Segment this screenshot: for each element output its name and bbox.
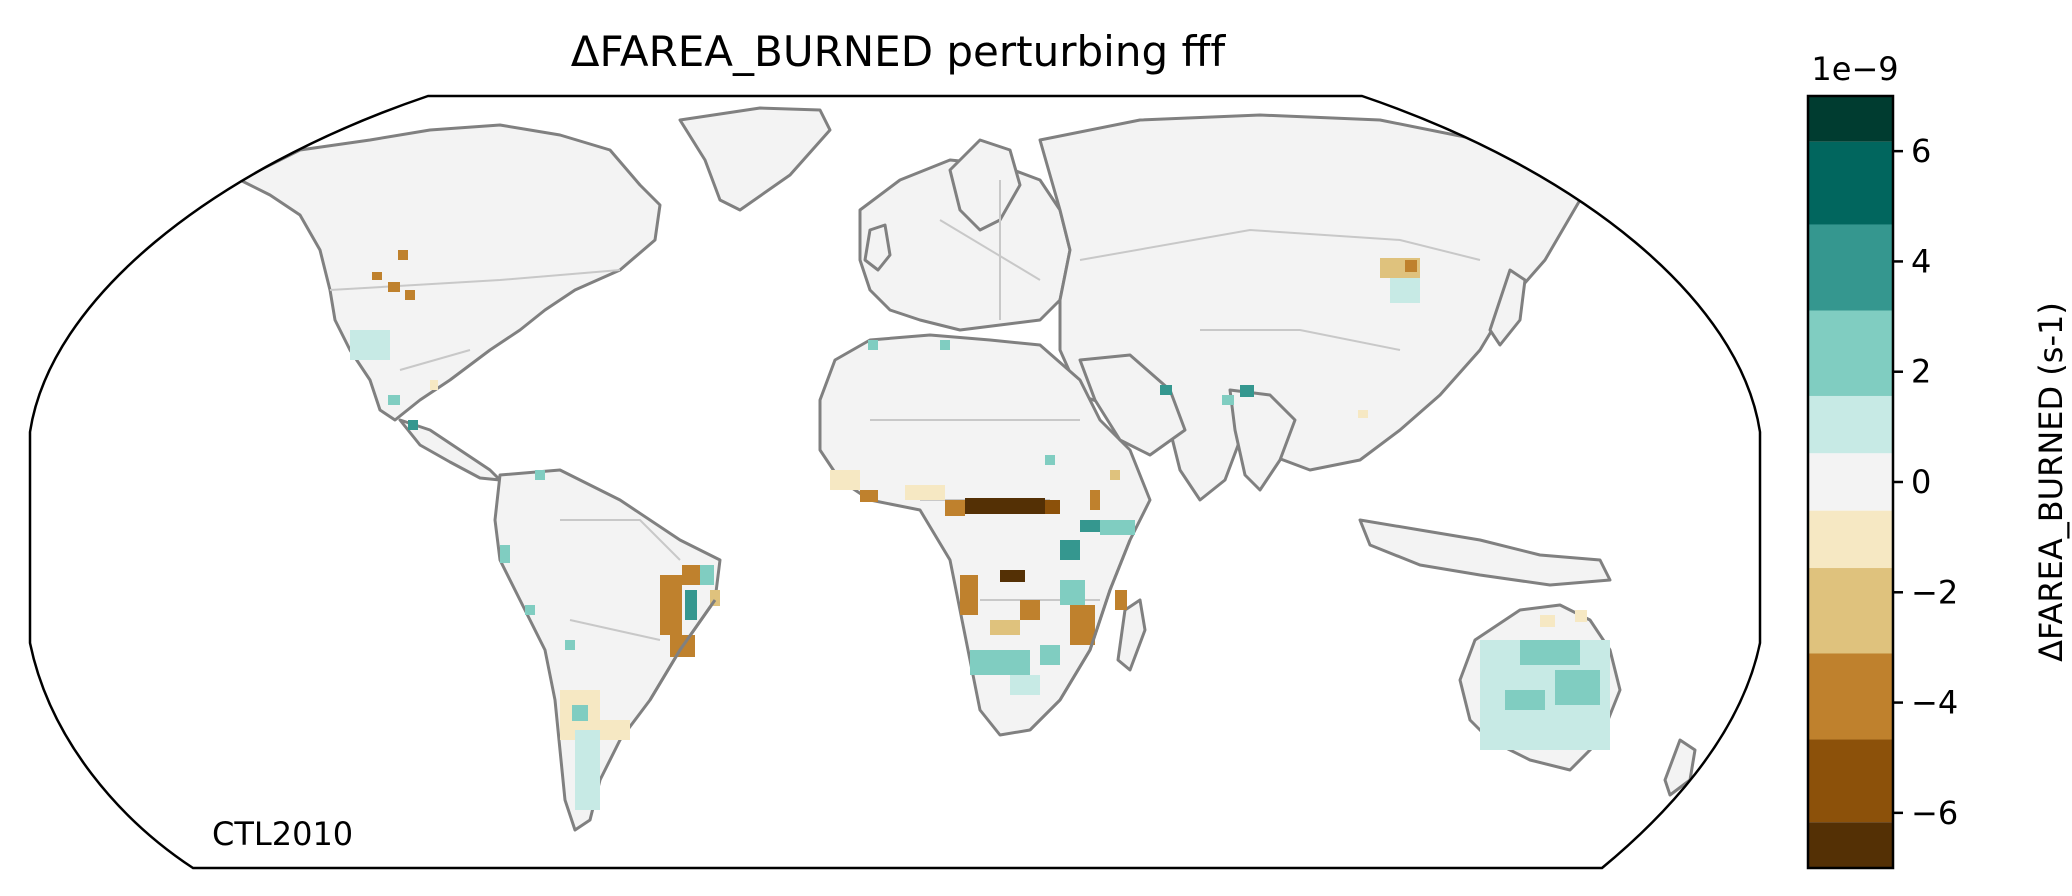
- cell: [1240, 385, 1254, 397]
- colorbar-bin: [1808, 822, 1893, 868]
- cell: [350, 330, 390, 360]
- cell: [682, 565, 702, 585]
- cell: [960, 575, 978, 615]
- cell: [1505, 690, 1545, 710]
- cell: [525, 605, 535, 615]
- cell: [660, 575, 682, 635]
- north-america: [238, 123, 662, 422]
- map-title: ΔFAREA_BURNED perturbing fff: [571, 27, 1227, 76]
- cell: [1060, 540, 1080, 560]
- cell: [860, 490, 878, 502]
- cell: [1080, 520, 1100, 532]
- cell: [1405, 260, 1417, 272]
- colorbar-bin: [1808, 96, 1893, 142]
- colorbar-tick-label: −4: [1911, 684, 1958, 722]
- scandinavia: [948, 138, 1022, 232]
- cell: [1520, 640, 1580, 665]
- greenland: [678, 106, 832, 212]
- colorbar-bin: [1808, 395, 1893, 454]
- cell: [1540, 615, 1555, 627]
- cell: [1090, 490, 1100, 510]
- madagascar: [1116, 598, 1147, 672]
- cell: [408, 420, 418, 430]
- cell: [1010, 675, 1040, 695]
- british-isles: [863, 223, 892, 272]
- cell: [1070, 605, 1095, 645]
- cell: [1160, 385, 1172, 395]
- cell: [398, 250, 408, 260]
- colorbar-tick-label: 6: [1911, 132, 1931, 170]
- colorbar: 6 4 2 0 −2 −4 −6: [1806, 94, 1958, 870]
- cell: [1555, 670, 1600, 705]
- colorbar-tick-label: 4: [1911, 242, 1931, 280]
- colorbar-bin: [1808, 453, 1893, 511]
- cell: [500, 545, 510, 563]
- cell: [1115, 590, 1127, 610]
- cell: [1100, 520, 1135, 535]
- map-frame: [28, 94, 1762, 870]
- cell: [388, 282, 400, 292]
- cell: [970, 650, 1030, 675]
- cell: [1045, 500, 1060, 514]
- corner-label: CTL2010: [212, 815, 353, 853]
- cell: [830, 470, 860, 490]
- cell: [1358, 410, 1368, 418]
- colorbar-tick-label: −2: [1911, 573, 1958, 611]
- colorbar-offset-text: 1e−9: [1811, 50, 1898, 88]
- cell: [372, 272, 382, 280]
- new-zealand: [1663, 738, 1697, 797]
- colorbar-bin: [1808, 310, 1893, 396]
- cell: [700, 565, 714, 585]
- colorbar-bin: [1808, 653, 1893, 740]
- cell: [575, 730, 600, 810]
- cell: [965, 498, 1045, 514]
- cell: [600, 720, 630, 740]
- colorbar-tick-label: 0: [1911, 463, 1931, 501]
- cell: [1000, 570, 1025, 582]
- cell: [945, 500, 965, 516]
- arabia: [1078, 353, 1187, 457]
- cell: [990, 620, 1020, 635]
- cell: [1060, 580, 1085, 605]
- cell: [710, 590, 720, 606]
- colorbar-bin: [1808, 224, 1893, 311]
- cell: [905, 485, 945, 500]
- cell: [388, 395, 400, 405]
- colorbar-bin: [1808, 141, 1893, 225]
- india: [1228, 388, 1297, 492]
- cell: [1110, 470, 1120, 480]
- colorbar-bin: [1808, 568, 1893, 654]
- japan: [1488, 268, 1527, 347]
- colorbar-bin: [1808, 510, 1893, 569]
- cell: [1040, 645, 1060, 665]
- cell: [1575, 610, 1587, 622]
- cell: [1222, 395, 1234, 405]
- cell: [940, 340, 950, 350]
- colorbar-label: ΔFAREA_BURNED (s-1): [2032, 302, 2070, 662]
- cell: [1020, 600, 1040, 620]
- cell: [535, 470, 545, 480]
- data-cells: [350, 250, 1610, 810]
- cell: [405, 290, 415, 300]
- colorbar-bin: [1808, 739, 1893, 823]
- cell: [1390, 278, 1420, 303]
- coastline: [648, 539, 1132, 732]
- cell: [572, 705, 588, 721]
- colorbar-tick-label: −6: [1911, 794, 1958, 832]
- indonesia: [1358, 518, 1612, 587]
- cell: [430, 380, 438, 390]
- cell: [1045, 455, 1055, 465]
- cell: [565, 640, 575, 650]
- colorbar-tick-label: 2: [1911, 353, 1931, 391]
- cell: [868, 340, 878, 350]
- cell: [685, 590, 697, 620]
- map-area: [238, 106, 1697, 832]
